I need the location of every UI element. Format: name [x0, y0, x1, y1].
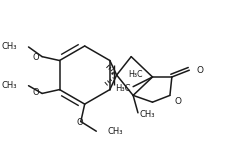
Text: CH₃: CH₃ [140, 110, 155, 119]
Text: CH₃: CH₃ [108, 127, 123, 136]
Text: O: O [196, 66, 203, 75]
Text: O: O [33, 88, 39, 97]
Text: O: O [76, 118, 83, 127]
Text: O: O [175, 97, 182, 106]
Text: O: O [33, 53, 39, 62]
Text: CH₃: CH₃ [1, 43, 17, 51]
Text: H₃C: H₃C [115, 84, 130, 93]
Text: H₃C: H₃C [128, 70, 143, 79]
Text: CH₃: CH₃ [1, 81, 17, 90]
